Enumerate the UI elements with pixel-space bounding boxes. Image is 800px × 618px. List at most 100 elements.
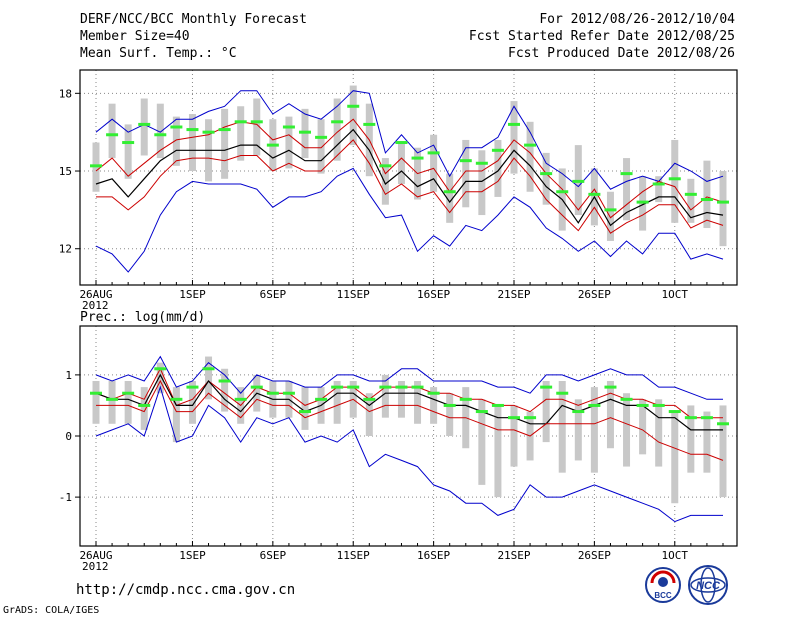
range-box [172,116,180,166]
range-box [188,381,196,424]
range-box [542,152,550,205]
member-size-label: Member Size=40 [80,29,190,44]
range-box [253,98,261,156]
plot-frame [79,69,738,286]
x-year-label: 2012 [82,560,109,573]
range-box [172,387,180,443]
x-tick-label: 26SEP [578,288,611,301]
range-box [687,405,695,473]
range-box [140,98,148,156]
x-tick-label: 21SEP [497,549,530,562]
range-box [430,134,438,192]
range-box [108,103,116,159]
range-box [606,381,614,449]
range-box [574,399,582,461]
chart-title: DERF/NCC/BCC Monthly Forecast [80,12,307,27]
range-box [623,393,631,467]
range-box [671,139,679,223]
range-box [639,399,647,455]
range-box [446,393,454,436]
range-box [478,150,486,216]
y-tick-label: 1 [65,369,72,382]
range-box [333,98,341,161]
range-box [623,158,631,221]
range-box [237,106,245,161]
x-tick-label: 26AUG [79,549,112,562]
range-box [381,158,389,205]
range-box [655,176,663,203]
range-box [285,116,293,169]
x-tick-label: 6SEP [260,288,287,301]
range-box [494,139,502,197]
x-tick-label: 1SEP [179,288,206,301]
x-tick-label: 1OCT [662,549,689,562]
series-lower-line [96,139,724,234]
range-box [381,374,389,418]
x-tick-label: 21SEP [497,288,530,301]
x-tick-label: 1SEP [179,549,206,562]
range-box [719,405,727,498]
range-box [414,381,422,424]
temperature-label: Mean Surf. Temp.: °C [80,46,237,61]
range-box [301,387,309,430]
series-upper-line [95,118,724,219]
range-box [92,381,100,424]
range-box [205,356,213,400]
chart-panel-precipitation: -1 0 1 26AUG 1SEP 6SEP 11SEP 16SEP 21SEP 26SEP 1OC… [59,325,738,573]
y-tick-label: 18 [59,87,72,100]
grads-credit: GrADS: COLA/IGES [3,605,100,616]
range-box [687,178,695,223]
range-box [494,405,502,498]
range-box [397,381,405,418]
y-tick-label: -1 [59,491,72,504]
series-min-line [95,385,723,523]
range-box [606,191,614,241]
range-box [655,399,663,467]
y-tick-label: 15 [59,165,72,178]
x-tick-label: 6SEP [260,549,287,562]
range-box [703,160,711,229]
range-box [446,173,454,223]
range-box [510,405,518,467]
x-tick-label: 11SEP [337,288,370,301]
range-box [365,393,373,436]
x-year-label: 2012 [82,299,109,312]
range-box [317,119,325,174]
series-lower-line [96,379,724,461]
range-box [124,124,132,179]
range-box [108,381,116,424]
source-url[interactable]: http://cmdp.ncc.cma.gov.cn [76,582,296,598]
range-box [478,399,486,485]
x-tick-label: 26AUG [79,288,112,301]
range-box [188,114,196,172]
range-box [671,411,679,504]
precip-panel-title: Prec.: log(mm/d) [80,310,206,325]
x-tick-label: 11SEP [337,549,370,562]
range-box [221,108,229,179]
range-box [526,121,534,192]
chart-panel-temperature: 12 15 18 26AUG 1SEP 6SEP 11SEP 16SEP 21SEP 26SEP 1… [59,69,738,312]
range-box [430,387,438,424]
series-min-line [95,167,724,273]
series-mean-line [95,128,724,227]
range-box [124,381,132,424]
range-box [719,171,727,247]
range-box [510,101,518,174]
range-box [558,381,566,473]
series-max-line [95,90,724,190]
y-tick-label: 12 [59,243,72,256]
range-box [156,103,164,159]
y-tick-label: 0 [65,430,72,443]
range-box [140,387,148,430]
range-box [156,362,164,394]
forecast-range-label: For 2012/08/26-2012/10/04 [539,12,735,27]
range-box [333,381,341,424]
x-tick-label: 1OCT [662,288,689,301]
x-tick-label: 16SEP [417,549,450,562]
started-refer-date-label: Fcst Started Refer Date 2012/08/25 [468,29,735,44]
range-box [542,381,550,443]
range-box [590,387,598,473]
series-max-line [95,355,723,400]
x-tick-label: 16SEP [417,288,450,301]
